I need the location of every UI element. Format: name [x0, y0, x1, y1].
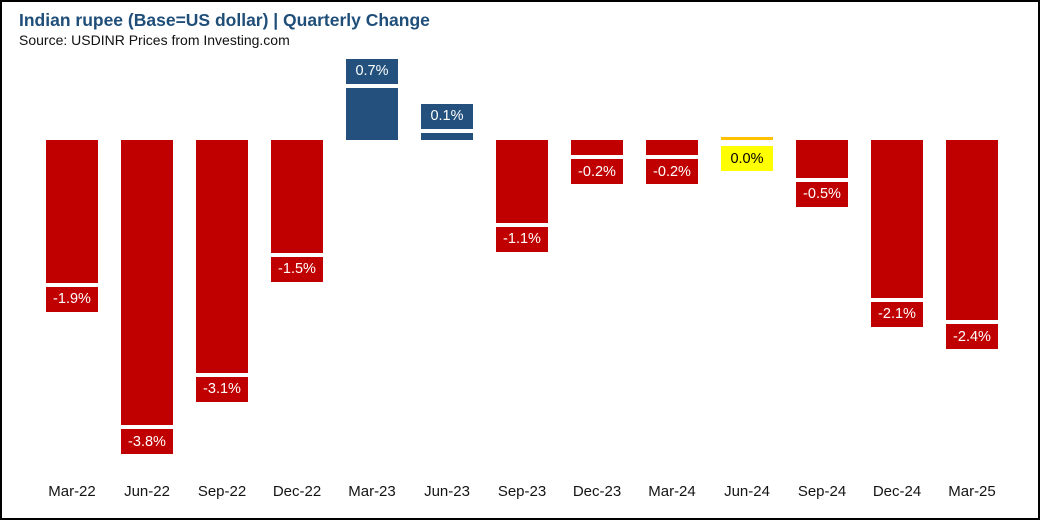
bar: [796, 140, 848, 178]
x-tick-label: Mar-25: [948, 483, 996, 500]
x-tick-label: Jun-23: [424, 483, 470, 500]
bar: [196, 140, 248, 373]
data-label: 0.0%: [721, 146, 773, 171]
bar: [121, 140, 173, 425]
data-label: -1.1%: [496, 226, 548, 252]
data-label: -0.5%: [796, 181, 848, 207]
bar: [496, 140, 548, 223]
data-label: -1.5%: [271, 256, 323, 282]
x-tick-label: Mar-23: [348, 483, 396, 500]
x-tick-label: Sep-23: [497, 483, 547, 500]
bar: [871, 140, 923, 298]
x-tick-label: Mar-24: [648, 483, 696, 500]
data-label: -0.2%: [646, 159, 698, 184]
data-label: -2.1%: [871, 301, 923, 327]
data-label: -1.9%: [46, 286, 98, 312]
bar: [271, 140, 323, 253]
x-tick-label: Dec-24: [872, 483, 922, 500]
bar: [571, 140, 623, 155]
data-label: 0.7%: [346, 58, 398, 84]
x-tick-label: Sep-22: [197, 483, 247, 500]
x-tick-label: Dec-23: [572, 483, 622, 500]
x-tick-label: Jun-22: [124, 483, 170, 500]
data-label: -0.2%: [571, 159, 623, 184]
chart-source: Source: USDINR Prices from Investing.com: [19, 32, 290, 48]
chart-header: Indian rupee (Base=US dollar) | Quarterl…: [19, 9, 1021, 49]
chart-title: Indian rupee (Base=US dollar) | Quarterl…: [19, 10, 430, 30]
bar: [421, 132, 473, 140]
x-tick-label: Jun-24: [724, 483, 770, 500]
data-label: -2.4%: [946, 324, 998, 349]
bar: [646, 140, 698, 155]
data-label: -3.1%: [196, 376, 248, 402]
x-tick-label: Dec-22: [272, 483, 322, 500]
bar: [346, 87, 398, 140]
zero-marker-line: [721, 137, 773, 140]
x-tick-label: Mar-22: [48, 483, 96, 500]
x-tick-label: Sep-24: [797, 483, 847, 500]
bar: [946, 140, 998, 320]
bar: [46, 140, 98, 283]
data-label: 0.1%: [421, 103, 473, 129]
data-label: -3.8%: [121, 429, 173, 454]
